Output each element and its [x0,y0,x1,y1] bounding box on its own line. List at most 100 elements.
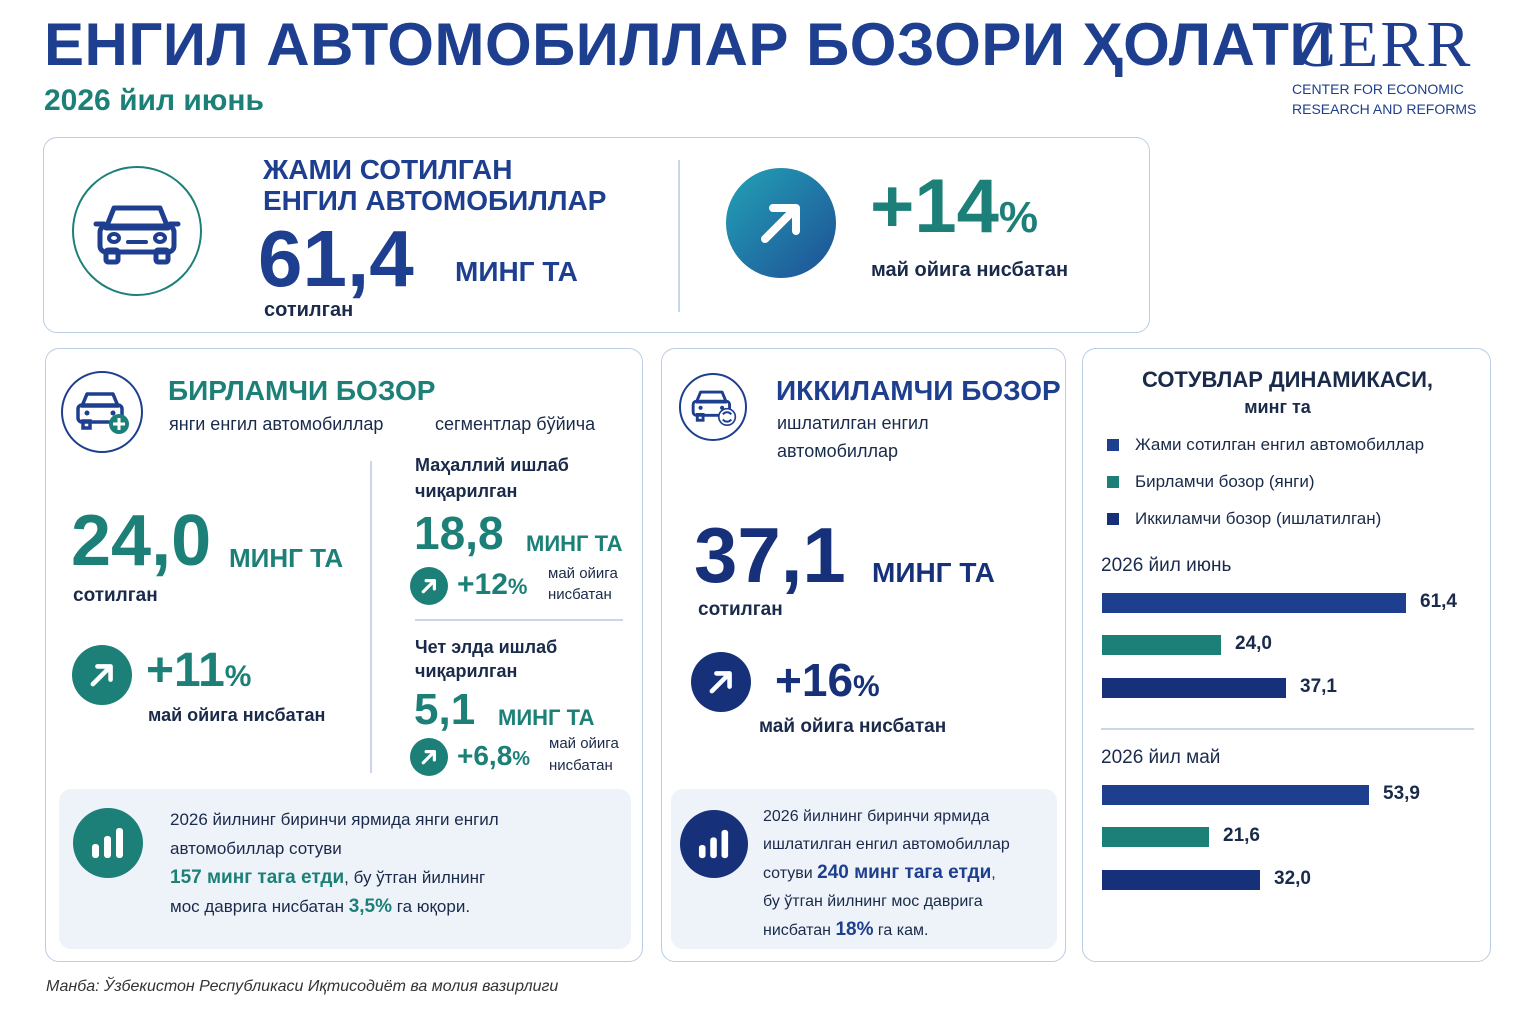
divider [415,619,623,621]
chart-bar [1102,785,1369,805]
chart-bar [1102,593,1406,613]
foreign-caption-1: май ойига [549,735,619,752]
secondary-change-pct: % [853,670,880,703]
foreign-label-1: Чет элда ишлаб [415,637,558,657]
secondary-change-caption: май ойига нисбатан [759,716,947,737]
note-line: ишлатилган енгил автомобиллар [763,836,1010,853]
note-line: автомобиллар сотуви [170,839,342,858]
chart-bar [1102,870,1260,890]
local-caption-1: май ойига [548,565,618,582]
sales-dynamics-card: СОТУВЛАР ДИНАМИКАСИ, минг та Жами сотилг… [1082,348,1491,962]
group-label: 2026 йил июнь [1101,555,1232,576]
local-change-value: +12 [457,568,508,601]
foreign-value: 5,1 [414,685,476,734]
primary-heading: БИРЛАМЧИ БОЗОР [168,375,436,406]
total-change-value: +14 [870,164,999,249]
total-change-caption: май ойига нисбатан [871,259,1069,281]
note-line: бу ўтган йилнинг мос даврига [763,893,983,910]
local-value: 18,8 [414,507,504,559]
total-unit: МИНГ ТА [455,256,578,287]
note-line: 157 минг тага етди, бу ўтган йилнинг [170,863,499,892]
legend-label: Иккиламчи бозор (ишлатилган) [1135,509,1382,528]
page-subtitle: 2026 йил июнь [44,84,264,117]
car-icon [72,166,202,296]
note-highlight: 18% [835,919,874,940]
local-label-1: Маҳаллий ишлаб [415,455,569,475]
cerr-logo: CERR CENTER FOR ECONOMIC RESEARCH AND RE… [1292,12,1512,118]
note-text: , бу ўтган йилнинг [344,868,486,887]
divider [370,461,372,773]
note-text: сотуви [763,865,818,882]
secondary-note-text: 2026 йилнинг биринчи ярмида ишлатилган е… [763,803,1010,945]
note-line: сотуви 240 минг тага етди, [763,859,1010,888]
primary-subheading: янги енгил автомобиллар [169,414,384,434]
primary-unit: МИНГ ТА [229,543,344,573]
secondary-caption: сотилган [698,599,783,620]
note-line: 2026 йилнинг биринчи ярмида [763,808,990,825]
bar-chart-icon [680,810,748,878]
primary-note-text: 2026 йилнинг биринчи ярмида янги енгил а… [170,805,499,921]
logo-line-1: CENTER FOR ECONOMIC [1292,81,1464,97]
divider [1101,728,1474,730]
arrow-up-right-icon [410,738,448,776]
note-highlight: 3,5% [348,896,393,917]
note-text: , [991,865,996,882]
legend-swatch [1107,439,1119,451]
arrow-up-right-icon [410,567,448,605]
primary-change-pct: % [224,660,252,693]
local-label-2: чиқарилган [415,481,518,501]
secondary-market-card: ИККИЛАМЧИ БОЗОР ишлатилган енгил автомоб… [661,348,1066,962]
bar-value-label: 61,4 [1420,591,1457,612]
foreign-unit: МИНГ ТА [498,705,595,730]
new-car-icon [61,371,143,453]
note-line: нисбатан 18% га кам. [763,916,1010,945]
arrow-up-right-icon [726,168,836,278]
secondary-subheading-2: автомобиллар [777,441,899,461]
legend-swatch [1107,513,1119,525]
bar-value-label: 32,0 [1274,868,1311,889]
primary-change-caption: май ойига нисбатан [148,705,326,725]
bar-value-label: 21,6 [1223,825,1260,846]
foreign-caption-2: нисбатан [549,757,613,774]
foreign-label-2: чиқарилган [415,661,518,681]
chart-bar [1102,635,1221,655]
group-label: 2026 йил май [1101,747,1221,768]
total-caption: сотилган [264,299,354,321]
secondary-note: 2026 йилнинг биринчи ярмида ишлатилган е… [671,789,1057,949]
legend-swatch [1107,476,1119,488]
note-highlight: 157 минг тага етди [170,867,345,888]
local-change-pct: % [507,574,528,599]
primary-caption: сотилган [73,585,158,606]
page-title: ЕНГИЛ АВТОМОБИЛЛАР БОЗОРИ ҲОЛАТИ [44,11,1334,78]
total-change-pct: % [998,193,1039,242]
segments-label: сегментлар бўйича [435,414,596,434]
local-unit: МИНГ ТА [526,531,623,556]
secondary-change-value: +16 [775,654,854,706]
arrow-up-right-icon [72,645,132,705]
source-note: Манба: Ўзбекистон Республикаси Иқтисодиё… [46,978,559,995]
foreign-change-pct: % [512,748,531,770]
bar-value-label: 37,1 [1300,676,1337,697]
note-line: мос даврига нисбатан 3,5% га юқори. [170,892,499,921]
bar-value-label: 24,0 [1235,633,1272,654]
note-line: 2026 йилнинг биринчи ярмида янги енгил [170,810,499,829]
note-text: га юқори. [392,897,471,916]
secondary-subheading-1: ишлатилган енгил [777,413,929,433]
chart-bar [1102,678,1286,698]
dynamics-title: СОТУВЛАР ДИНАМИКАСИ, [1141,367,1433,392]
divider [678,160,680,312]
bar-value-label: 53,9 [1383,783,1420,804]
primary-value: 24,0 [71,501,212,581]
secondary-heading: ИККИЛАМЧИ БОЗОР [776,375,1061,406]
dynamics-unit: минг та [1244,397,1311,417]
bar-chart-icon [73,808,143,878]
local-change: +12% [457,567,527,605]
legend-label: Жами сотилган енгил автомобиллар [1135,435,1425,454]
logo-line-2: RESEARCH AND REFORMS [1292,101,1477,117]
note-text: га кам. [873,922,929,939]
logo-word: CERR [1292,8,1473,81]
arrow-up-right-icon [691,652,751,712]
note-text: мос даврига нисбатан [170,897,349,916]
primary-note: 2026 йилнинг биринчи ярмида янги енгил а… [59,789,631,949]
primary-change: +11% [146,643,251,705]
